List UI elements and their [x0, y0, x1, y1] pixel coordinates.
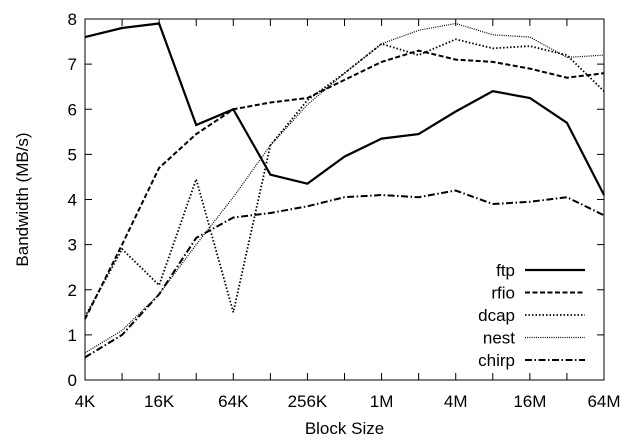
legend-label-dcap: dcap — [478, 306, 515, 325]
x-tick-label: 16K — [144, 392, 175, 411]
series-line-chirp — [84, 189, 605, 359]
x-tick-label: 4M — [444, 392, 468, 411]
legend-label-chirp: chirp — [478, 351, 515, 370]
y-tick-label: 7 — [68, 55, 77, 74]
legend-label-ftp: ftp — [496, 261, 515, 280]
legend-label-nest: nest — [483, 329, 515, 348]
x-tick-label: 1M — [370, 392, 394, 411]
series-line-nest — [84, 22, 605, 354]
y-tick-label: 1 — [68, 326, 77, 345]
y-tick-label: 6 — [68, 100, 77, 119]
x-tick-label: 64M — [587, 392, 620, 411]
series-line-ftp — [84, 22, 605, 196]
series-line-dcap — [84, 38, 605, 318]
y-tick-label: 2 — [68, 281, 77, 300]
x-axis-title: Block Size — [305, 419, 384, 438]
legend-label-rfio: rfio — [491, 284, 515, 303]
series-line-rfio — [84, 49, 605, 320]
y-tick-label: 5 — [68, 145, 77, 164]
x-tick-label: 4K — [75, 392, 96, 411]
x-tick-label: 16M — [513, 392, 546, 411]
x-tick-label: 64K — [218, 392, 249, 411]
y-tick-label: 8 — [68, 10, 77, 29]
y-tick-label: 3 — [68, 236, 77, 255]
y-axis-title: Bandwidth (MB/s) — [13, 132, 32, 266]
y-tick-label: 4 — [68, 191, 77, 210]
y-tick-label: 0 — [68, 371, 77, 390]
x-tick-label: 256K — [288, 392, 328, 411]
